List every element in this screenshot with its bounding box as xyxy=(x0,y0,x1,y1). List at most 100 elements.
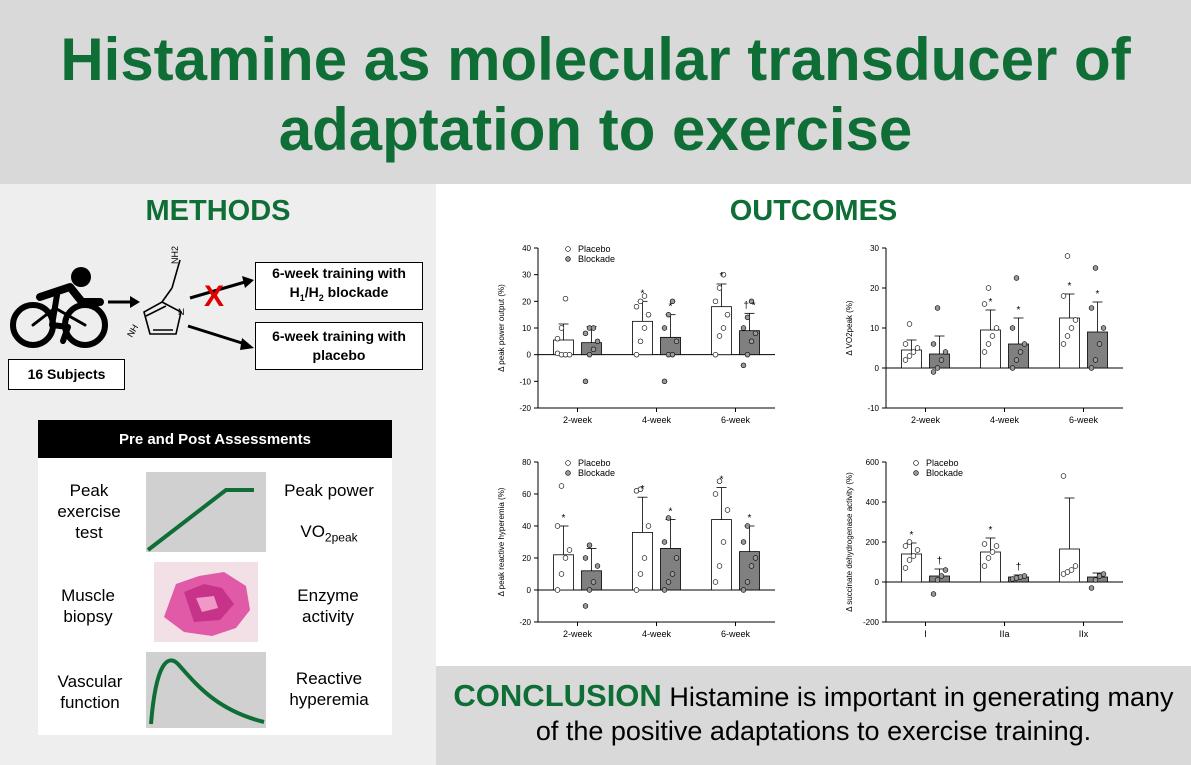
data-point xyxy=(993,325,1000,331)
data-point xyxy=(712,579,719,585)
y-tick-label: 60 xyxy=(522,490,531,499)
placebo-training-box: 6-week training with placebo xyxy=(255,322,423,370)
x-tick-label: 2-week xyxy=(563,629,593,639)
data-point xyxy=(1064,253,1071,259)
data-point xyxy=(633,587,640,593)
x-tick-label: 2-week xyxy=(911,415,941,425)
significance-mark: † * xyxy=(743,300,755,311)
data-point xyxy=(910,553,917,559)
data-point xyxy=(1072,317,1079,323)
data-point xyxy=(558,571,565,577)
y-tick-label: 80 xyxy=(522,458,531,467)
y-tick-label: 20 xyxy=(870,284,879,293)
data-point xyxy=(594,338,601,345)
data-point xyxy=(669,298,676,305)
data-point xyxy=(740,325,747,331)
data-point xyxy=(985,555,992,561)
data-point xyxy=(594,563,601,569)
data-point xyxy=(938,573,945,579)
data-point xyxy=(1064,333,1071,339)
data-point xyxy=(633,303,640,310)
data-point xyxy=(934,365,941,371)
data-point xyxy=(748,338,755,345)
data-point xyxy=(1100,325,1107,331)
data-point xyxy=(1009,365,1016,371)
data-point xyxy=(1009,325,1016,331)
data-point xyxy=(748,298,755,305)
y-tick-label: 0 xyxy=(527,351,532,360)
data-point xyxy=(661,325,668,331)
data-point xyxy=(1060,473,1067,479)
data-point xyxy=(1100,571,1107,577)
data-point xyxy=(641,293,648,299)
significance-mark: * xyxy=(641,288,645,299)
legend-marker xyxy=(565,256,571,262)
placebo-box-line-1: 6-week training with xyxy=(272,328,406,344)
data-point xyxy=(590,346,597,353)
data-point xyxy=(1092,265,1099,271)
y-tick-label: -20 xyxy=(519,618,531,627)
data-point xyxy=(989,333,996,339)
data-point xyxy=(1092,357,1099,363)
x-tick-label: 6-week xyxy=(721,415,751,425)
data-point xyxy=(744,579,751,585)
assessments-header: Pre and Post Assessments xyxy=(38,420,392,458)
data-point xyxy=(1021,573,1028,579)
x-tick-label: 2-week xyxy=(563,415,593,425)
data-point xyxy=(906,353,913,359)
data-point xyxy=(712,351,719,358)
title-line-1: Histamine as molecular transducer of xyxy=(60,26,1131,93)
blockade-training-box: 6-week training with H1/H2 blockade xyxy=(255,262,423,310)
data-point xyxy=(906,557,913,563)
data-point xyxy=(566,547,573,553)
significance-mark: * xyxy=(720,475,724,486)
x-tick-label: I xyxy=(924,629,927,639)
subjects-box: 16 Subjects xyxy=(8,359,125,390)
blockade-box-line-1: 6-week training with xyxy=(272,265,406,282)
methods-diagram: NH2 N NH X xyxy=(10,246,254,350)
arrow-to-blockade xyxy=(189,276,254,300)
significance-mark: * xyxy=(1017,305,1021,316)
y-tick-label: 600 xyxy=(866,458,880,467)
significance-mark: * xyxy=(669,302,673,313)
bar-placebo xyxy=(711,519,732,591)
data-point xyxy=(661,587,668,593)
data-point xyxy=(554,523,561,529)
data-point xyxy=(566,351,573,358)
data-point xyxy=(1096,341,1103,347)
legend-label: Placebo xyxy=(578,458,611,468)
y-tick-label: 20 xyxy=(522,297,531,306)
data-point xyxy=(716,563,723,569)
conclusion-line-1: CONCLUSION Histamine is important in gen… xyxy=(436,678,1191,714)
chart-succinate-dehydrogenase: -200 0 200 400 600 Δ succinate dehydrogenase … xyxy=(845,458,1123,639)
data-point xyxy=(720,325,727,331)
data-point xyxy=(582,378,589,385)
data-point xyxy=(665,311,672,318)
chart-reactive-hyperemia: -20 0 20 40 60 80 Δ peak reactive hyperemia (%… xyxy=(497,458,775,639)
significance-mark: * xyxy=(562,513,566,524)
data-point xyxy=(914,547,921,553)
data-point xyxy=(661,378,668,385)
data-point xyxy=(930,369,937,375)
conclusion-panel: CONCLUSION Histamine is important in gen… xyxy=(436,666,1191,765)
data-point xyxy=(906,321,913,327)
muscle-biopsy-image xyxy=(154,562,258,642)
data-point xyxy=(752,555,759,561)
data-point xyxy=(902,565,909,571)
vo2peak-label: VO2peak xyxy=(300,522,358,545)
data-point xyxy=(902,341,909,347)
y-tick-label: 30 xyxy=(870,244,879,253)
data-point xyxy=(637,486,644,492)
data-point xyxy=(748,563,755,569)
x-tick-label: 4-week xyxy=(990,415,1020,425)
data-point xyxy=(724,507,731,513)
assessments-panel: Pre and Post Assessments Peak exercise tes… xyxy=(38,420,392,735)
significance-mark: * xyxy=(1096,289,1100,300)
data-point xyxy=(930,341,937,347)
histamine-molecule-icon xyxy=(143,259,182,335)
conclusion-word: CONCLUSION xyxy=(453,678,662,713)
y-tick-label: 0 xyxy=(875,364,880,373)
data-point xyxy=(740,362,747,369)
y-tick-label: 10 xyxy=(870,324,879,333)
data-point xyxy=(633,351,640,358)
